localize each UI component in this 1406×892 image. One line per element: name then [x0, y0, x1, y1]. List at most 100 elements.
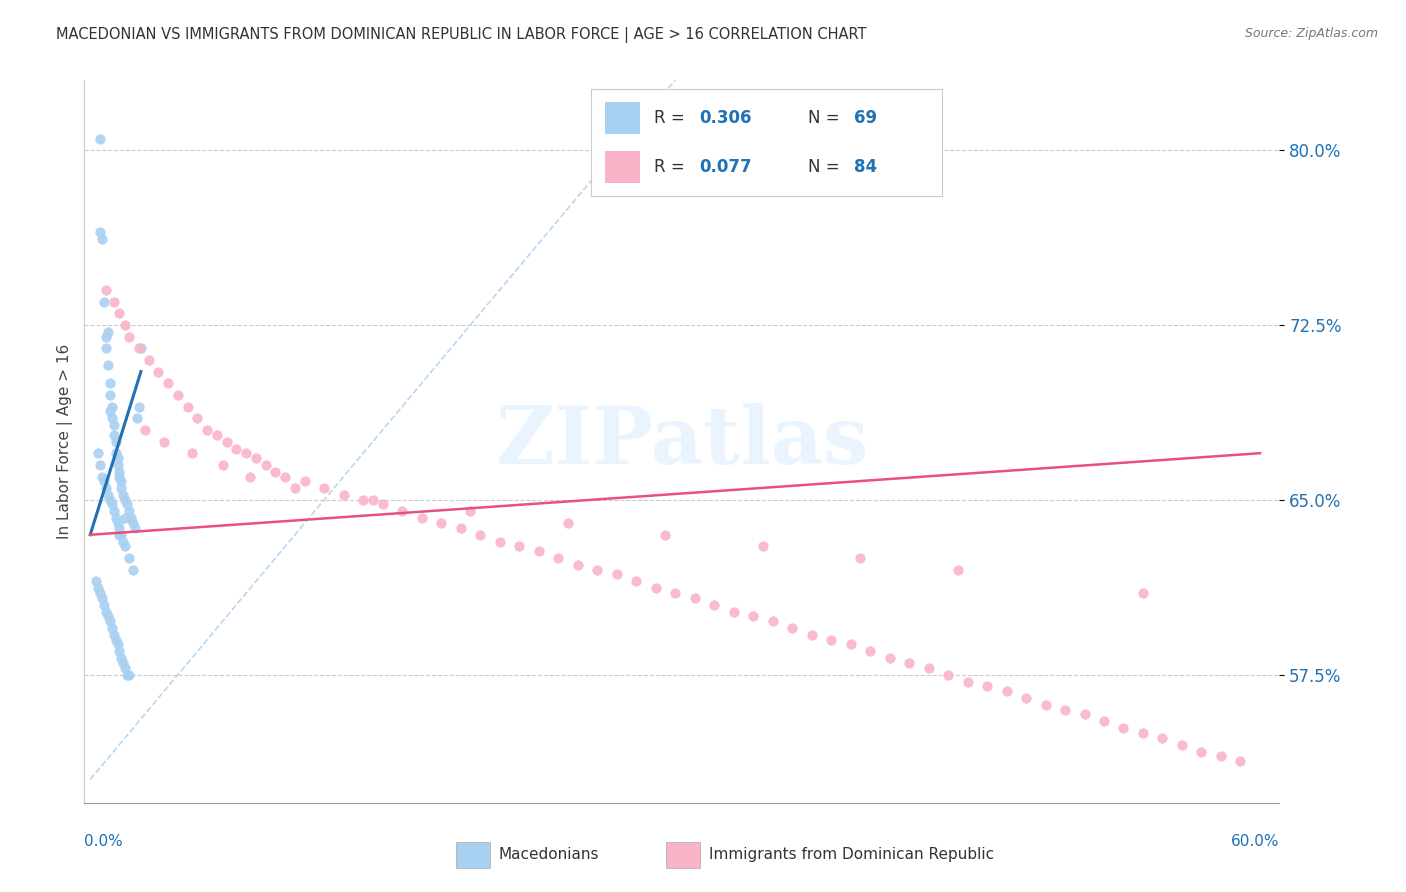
Point [1073, 707, 1095, 722]
Point [104, 446, 127, 460]
Point [898, 656, 921, 670]
Point [780, 621, 803, 635]
Point [97, 609, 120, 624]
Point [103, 504, 125, 518]
Point [93, 474, 115, 488]
Point [110, 528, 132, 542]
Point [122, 563, 145, 577]
Text: R =: R = [654, 109, 690, 127]
Point [129, 341, 152, 355]
Point [468, 528, 491, 542]
Point [211, 458, 233, 472]
Point [110, 481, 132, 495]
Point [644, 582, 666, 596]
Point [122, 516, 145, 530]
Point [849, 551, 872, 566]
Point [215, 434, 238, 449]
Point [294, 474, 316, 488]
FancyBboxPatch shape [605, 102, 640, 134]
Point [114, 318, 136, 332]
Point [859, 644, 882, 658]
Point [84, 574, 107, 589]
Point [332, 488, 354, 502]
Point [112, 488, 135, 502]
Point [254, 458, 277, 472]
Point [125, 411, 148, 425]
Point [239, 469, 262, 483]
Point [284, 481, 307, 495]
Text: Macedonians: Macedonians [499, 847, 599, 862]
Point [430, 516, 453, 530]
Point [995, 684, 1018, 698]
Point [450, 521, 472, 535]
Y-axis label: In Labor Force | Age > 16: In Labor Force | Age > 16 [58, 344, 73, 539]
Point [104, 632, 127, 647]
Text: MACEDONIAN VS IMMIGRANTS FROM DOMINICAN REPUBLIC IN LABOR FORCE | AGE > 16 CORRE: MACEDONIAN VS IMMIGRANTS FROM DOMINICAN … [56, 27, 866, 43]
Point [361, 492, 384, 507]
Point [1015, 690, 1038, 705]
Point [245, 450, 267, 465]
Point [956, 674, 979, 689]
Point [103, 294, 125, 309]
Text: 69: 69 [853, 109, 877, 127]
Point [98, 614, 121, 628]
Point [97, 488, 120, 502]
FancyBboxPatch shape [456, 842, 489, 868]
Point [94, 329, 117, 343]
Point [508, 540, 530, 554]
Point [107, 450, 129, 465]
Point [195, 423, 218, 437]
Point [186, 411, 208, 425]
Point [98, 376, 121, 391]
Text: N =: N = [808, 109, 845, 127]
Point [148, 365, 170, 379]
Point [225, 442, 247, 456]
Point [90, 469, 112, 483]
Point [107, 637, 129, 651]
Point [89, 131, 111, 145]
Point [118, 504, 141, 518]
Point [153, 434, 176, 449]
Point [98, 388, 121, 402]
Point [683, 591, 706, 605]
Point [567, 558, 589, 572]
Point [107, 458, 129, 472]
Point [586, 563, 609, 577]
Point [124, 521, 146, 535]
Point [664, 586, 686, 600]
Point [138, 353, 160, 368]
Point [1053, 702, 1076, 716]
Point [624, 574, 647, 589]
Point [488, 534, 510, 549]
Point [110, 651, 132, 665]
Point [917, 660, 939, 674]
Point [108, 469, 131, 483]
Text: 60.0%: 60.0% [1232, 834, 1279, 849]
Point [108, 521, 131, 535]
Point [800, 628, 823, 642]
Point [157, 376, 180, 391]
Point [100, 498, 122, 512]
Text: N =: N = [808, 159, 845, 177]
Point [1132, 586, 1154, 600]
Text: 0.077: 0.077 [699, 159, 752, 177]
Point [167, 388, 190, 402]
Point [606, 567, 628, 582]
Point [1092, 714, 1115, 729]
Point [235, 446, 257, 460]
Point [205, 427, 228, 442]
Point [98, 492, 121, 507]
FancyBboxPatch shape [605, 152, 640, 184]
Point [547, 551, 569, 566]
Point [93, 294, 115, 309]
Text: ZIPatlas: ZIPatlas [496, 402, 868, 481]
Point [112, 534, 135, 549]
Text: 84: 84 [853, 159, 877, 177]
Point [1209, 749, 1232, 764]
Point [103, 427, 125, 442]
Text: Immigrants from Dominican Republic: Immigrants from Dominican Republic [709, 847, 994, 862]
Point [108, 528, 131, 542]
Point [94, 605, 117, 619]
Point [946, 563, 969, 577]
Point [97, 325, 120, 339]
